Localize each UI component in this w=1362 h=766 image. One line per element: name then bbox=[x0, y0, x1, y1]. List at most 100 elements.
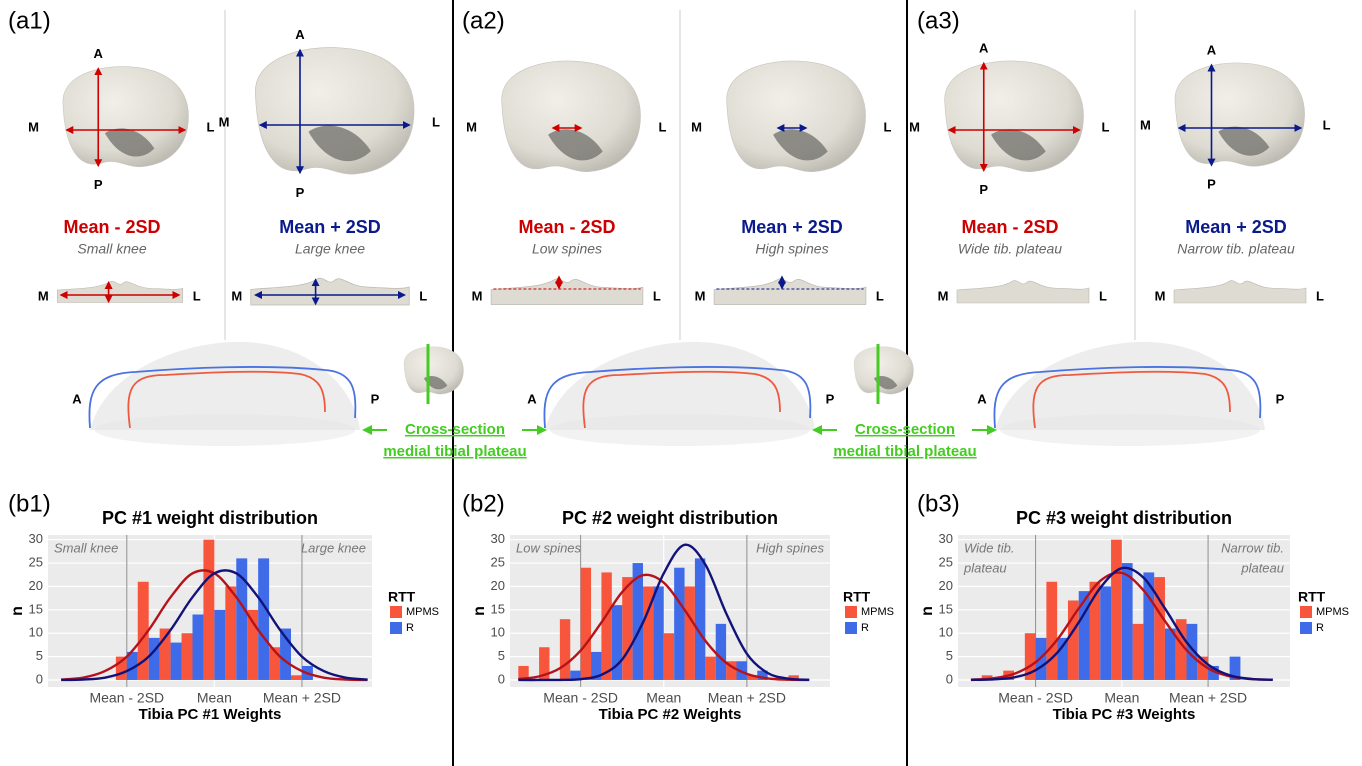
knee-profile bbox=[491, 279, 643, 305]
panel-label: (b3) bbox=[917, 490, 960, 517]
panel-label: (a1) bbox=[8, 7, 51, 34]
x-axis-label: Tibia PC #3 Weights bbox=[1053, 706, 1196, 723]
x-axis-label: Tibia PC #2 Weights bbox=[599, 706, 742, 723]
y-tick-label: 30 bbox=[939, 531, 953, 546]
knee-profile bbox=[714, 279, 866, 305]
direction-label: M bbox=[691, 119, 702, 134]
legend-label: MPMS bbox=[861, 606, 894, 618]
x-tick-label: Mean + 2SD bbox=[708, 690, 786, 706]
legend-label: R bbox=[861, 622, 869, 634]
profile-surface bbox=[957, 281, 1089, 303]
bar bbox=[1122, 563, 1133, 680]
bar bbox=[291, 675, 302, 680]
panel-label: (a3) bbox=[917, 7, 960, 34]
shape-title: Mean - 2SD bbox=[63, 217, 160, 237]
direction-label: P bbox=[826, 391, 835, 406]
direction-label: A bbox=[527, 391, 537, 406]
annotation: plateau bbox=[963, 560, 1007, 575]
direction-label: M bbox=[695, 288, 706, 303]
legend-title: RTT bbox=[843, 589, 871, 605]
y-tick-label: 10 bbox=[491, 625, 505, 640]
y-axis-label: n bbox=[919, 606, 936, 616]
bar bbox=[1133, 624, 1144, 680]
shape-caption: Low spines bbox=[532, 241, 602, 257]
bar bbox=[171, 643, 182, 680]
x-tick-label: Mean - 2SD bbox=[89, 690, 164, 706]
y-tick-label: 15 bbox=[939, 601, 953, 616]
profile-surface bbox=[1174, 281, 1306, 303]
direction-label: M bbox=[231, 288, 242, 303]
y-tick-label: 20 bbox=[491, 578, 505, 593]
y-tick-label: 5 bbox=[498, 648, 505, 663]
direction-label: M bbox=[28, 119, 39, 134]
profile-surface bbox=[491, 279, 643, 305]
x-tick-label: Mean + 2SD bbox=[263, 690, 341, 706]
x-tick-label: Mean - 2SD bbox=[998, 690, 1073, 706]
direction-label: P bbox=[296, 185, 305, 200]
direction-label: L bbox=[876, 288, 884, 303]
profile-surface bbox=[714, 279, 866, 305]
direction-label: L bbox=[653, 288, 661, 303]
direction-label: L bbox=[419, 288, 427, 303]
annotation: Wide tib. bbox=[964, 540, 1014, 555]
y-tick-label: 25 bbox=[491, 554, 505, 569]
knee-profile bbox=[251, 278, 409, 305]
shape-caption: Small knee bbox=[77, 241, 146, 257]
knee-shape bbox=[1175, 63, 1305, 166]
direction-label: M bbox=[909, 119, 920, 134]
legend-label: MPMS bbox=[406, 606, 439, 618]
y-tick-label: 0 bbox=[498, 671, 505, 686]
figure: (a1) M L A P Mean - 2SD Small knee M L M L A P Mean +… bbox=[0, 0, 1362, 766]
legend-swatch bbox=[390, 606, 402, 618]
chart-title: PC #3 weight distribution bbox=[1016, 508, 1232, 528]
shape-title: Mean - 2SD bbox=[518, 217, 615, 237]
y-tick-label: 20 bbox=[29, 578, 43, 593]
knee-shape bbox=[404, 347, 464, 394]
shape-title: Mean + 2SD bbox=[279, 217, 381, 237]
direction-label: M bbox=[472, 288, 483, 303]
knee-profile bbox=[57, 281, 182, 302]
direction-label: A bbox=[979, 41, 989, 56]
direction-label: L bbox=[884, 119, 892, 134]
legend-label: R bbox=[1316, 622, 1324, 634]
direction-label: P bbox=[979, 182, 988, 197]
y-tick-label: 25 bbox=[939, 554, 953, 569]
bar bbox=[581, 568, 591, 680]
direction-label: M bbox=[1155, 288, 1166, 303]
annotation: plateau bbox=[1240, 560, 1284, 575]
knee-shape bbox=[854, 347, 914, 394]
bar bbox=[258, 558, 269, 680]
legend-label: MPMS bbox=[1316, 606, 1349, 618]
legend-title: RTT bbox=[1298, 589, 1326, 605]
direction-label: L bbox=[1102, 119, 1110, 134]
direction-label: P bbox=[94, 177, 103, 192]
y-tick-label: 15 bbox=[29, 601, 43, 616]
bar bbox=[149, 638, 160, 680]
cross-section-label: Cross-section bbox=[405, 421, 505, 438]
direction-label: P bbox=[371, 391, 380, 406]
bar bbox=[214, 610, 225, 680]
knee-shape bbox=[63, 67, 189, 167]
bar bbox=[1165, 629, 1176, 680]
direction-label: M bbox=[219, 114, 230, 129]
legend-swatch bbox=[1300, 622, 1312, 634]
y-tick-label: 25 bbox=[29, 554, 43, 569]
bar bbox=[192, 615, 203, 680]
cross-section-label: medial tibial plateau bbox=[383, 443, 526, 460]
bar bbox=[664, 633, 674, 680]
y-tick-label: 5 bbox=[946, 648, 953, 663]
direction-label: L bbox=[1316, 288, 1324, 303]
y-tick-label: 30 bbox=[29, 531, 43, 546]
y-axis-label: n bbox=[9, 606, 26, 616]
cross-section-label: medial tibial plateau bbox=[833, 443, 976, 460]
knee-profile bbox=[1174, 281, 1306, 303]
bar bbox=[1046, 582, 1057, 680]
legend-swatch bbox=[845, 606, 857, 618]
direction-label: A bbox=[1207, 43, 1217, 58]
direction-label: A bbox=[977, 391, 987, 406]
bar bbox=[203, 540, 214, 680]
cross-section-label: Cross-section bbox=[855, 421, 955, 438]
knee-shape bbox=[502, 61, 641, 172]
direction-label: L bbox=[1323, 117, 1331, 132]
knee-shape bbox=[727, 61, 866, 172]
